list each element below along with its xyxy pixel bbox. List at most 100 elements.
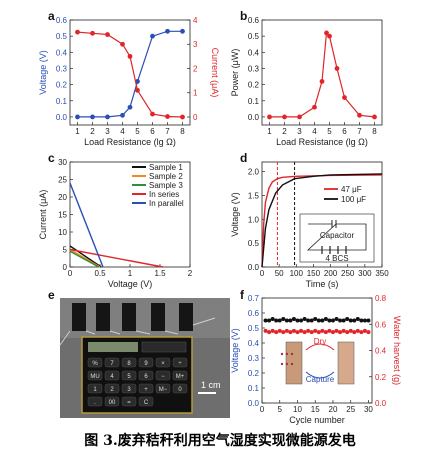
y-tick-label-b-0: 0.0 <box>248 113 260 122</box>
data-point-f-1-3 <box>274 330 279 335</box>
legend-label-c-3: In series <box>149 190 179 199</box>
x-tick-label-a-4: 5 <box>135 127 140 136</box>
y-tick-label-a-5: 0.5 <box>56 32 68 41</box>
data-point-f-1-23 <box>345 330 350 335</box>
scale-bar <box>198 392 216 394</box>
panel-label-a: a <box>48 9 55 23</box>
y-tick-label-a-3: 0.3 <box>56 64 68 73</box>
data-point-f-0-15 <box>316 318 321 323</box>
data-point-b-0-10 <box>372 114 377 120</box>
inset-arrow-capture <box>305 371 335 379</box>
x-tick-label-b-7: 8 <box>372 127 377 136</box>
inset-label-capture: Capture <box>306 375 335 384</box>
data-point-f-0-22 <box>341 318 346 323</box>
x-tick-label-b-2: 3 <box>297 127 302 136</box>
calc-key-21 <box>138 396 154 407</box>
data-point-f-1-17 <box>323 330 328 335</box>
x-tick-label-d-4: 200 <box>324 269 338 278</box>
data-point-f-1-14 <box>313 328 318 333</box>
x-tick-label-c-4: 2 <box>188 269 193 278</box>
inset-droplet-1 <box>285 352 289 356</box>
panel-label-c: c <box>48 151 55 165</box>
data-point-b-0-1 <box>282 114 287 120</box>
y2-axis-label-a: Current (μA) <box>210 48 220 98</box>
data-point-b-0-3 <box>312 104 317 110</box>
legend-label-d-0: 47 μF <box>341 185 362 194</box>
x-tick-label-f-5: 25 <box>346 405 355 414</box>
x-tick-label-b-0: 1 <box>267 127 272 136</box>
data-point-f-1-24 <box>348 328 353 333</box>
plot-frame-a <box>69 19 191 126</box>
data-point-a-0-6 <box>150 33 155 39</box>
calc-key-label-1: 7 <box>110 361 114 367</box>
legend-label-c-0: Sample 1 <box>149 163 183 172</box>
calc-key-10 <box>155 370 171 381</box>
inset-droplet-0 <box>280 352 284 356</box>
y-axis-label-c: Current (μA) <box>38 190 48 240</box>
data-point-f-1-20 <box>334 328 339 333</box>
y-tick-label-c-6: 30 <box>58 158 67 167</box>
x-tick-label-f-2: 10 <box>293 405 302 414</box>
data-point-f-1-1 <box>267 330 272 335</box>
calc-key-label-17: 0 <box>178 387 182 393</box>
data-point-f-0-2 <box>270 317 275 321</box>
circuit-battery-label: 4 BCS <box>325 254 348 263</box>
y-tick-label-d-0: 0.0 <box>248 263 260 272</box>
x-tick-label-c-2: 1 <box>128 269 133 278</box>
y-tick-label-f-0: 0.0 <box>248 399 260 408</box>
data-point-f-0-6 <box>284 318 289 323</box>
data-point-f-1-6 <box>284 328 289 333</box>
calc-key-4 <box>155 357 171 368</box>
data-point-a-0-0 <box>75 114 80 120</box>
calc-key-1 <box>104 357 120 368</box>
data-point-a-1-5 <box>135 87 140 93</box>
data-point-f-1-8 <box>291 328 296 333</box>
y2-tick-label-f-1: 0.2 <box>375 373 387 382</box>
y-axis-label-d: Voltage (V) <box>230 192 240 237</box>
data-point-f-0-23 <box>345 317 350 321</box>
data-point-f-1-21 <box>338 330 343 335</box>
y-tick-label-c-4: 20 <box>58 193 67 202</box>
y2-tick-label-f-2: 0.4 <box>375 347 387 356</box>
data-point-a-1-8 <box>180 114 185 120</box>
data-point-a-1-4 <box>127 53 133 59</box>
legend-label-c-2: Sample 3 <box>149 181 183 190</box>
scale-bar-label: 1 cm <box>201 380 221 390</box>
data-point-f-0-14 <box>313 317 318 321</box>
x-tick-label-d-5: 250 <box>341 269 355 278</box>
data-point-f-1-0 <box>263 328 268 333</box>
data-point-a-0-7 <box>165 28 170 34</box>
calc-key-20 <box>121 396 137 407</box>
y2-tick-label-f-3: 0.6 <box>375 320 387 329</box>
straw-cells <box>59 303 216 346</box>
data-point-f-1-28 <box>362 328 367 333</box>
data-point-a-1-0 <box>75 29 80 35</box>
data-point-f-0-20 <box>334 317 339 321</box>
calc-key-5 <box>172 357 188 368</box>
y2-tick-label-f-4: 0.8 <box>375 294 387 303</box>
data-point-f-0-8 <box>291 317 296 321</box>
circuit-capacitor-label: Capacitor <box>320 231 355 240</box>
data-point-a-0-8 <box>180 28 185 34</box>
data-point-f-0-21 <box>338 318 343 323</box>
series-line-c-2 <box>69 250 100 268</box>
x-tick-label-a-2: 3 <box>105 127 110 136</box>
calc-key-label-12: 1 <box>93 387 97 393</box>
y-tick-label-d-2: 1.0 <box>248 215 260 224</box>
y-tick-label-a-4: 0.4 <box>56 48 68 57</box>
y-tick-label-f-4: 0.4 <box>248 339 260 348</box>
data-point-a-1-6 <box>150 111 155 117</box>
calc-key-label-13: 2 <box>110 387 114 393</box>
inset-droplet-5 <box>290 362 294 366</box>
calc-key-15 <box>138 383 154 394</box>
data-point-f-0-12 <box>306 318 311 323</box>
data-point-f-0-24 <box>348 318 353 323</box>
y-tick-label-d-1: 0.5 <box>248 239 260 248</box>
data-point-f-1-19 <box>330 330 335 335</box>
y-axis-label-a: Voltage (V) <box>38 50 48 95</box>
x-axis-label-a: Load Resistance (lg Ω) <box>84 137 176 147</box>
calc-key-9 <box>138 370 154 381</box>
data-point-a-0-1 <box>90 114 95 120</box>
